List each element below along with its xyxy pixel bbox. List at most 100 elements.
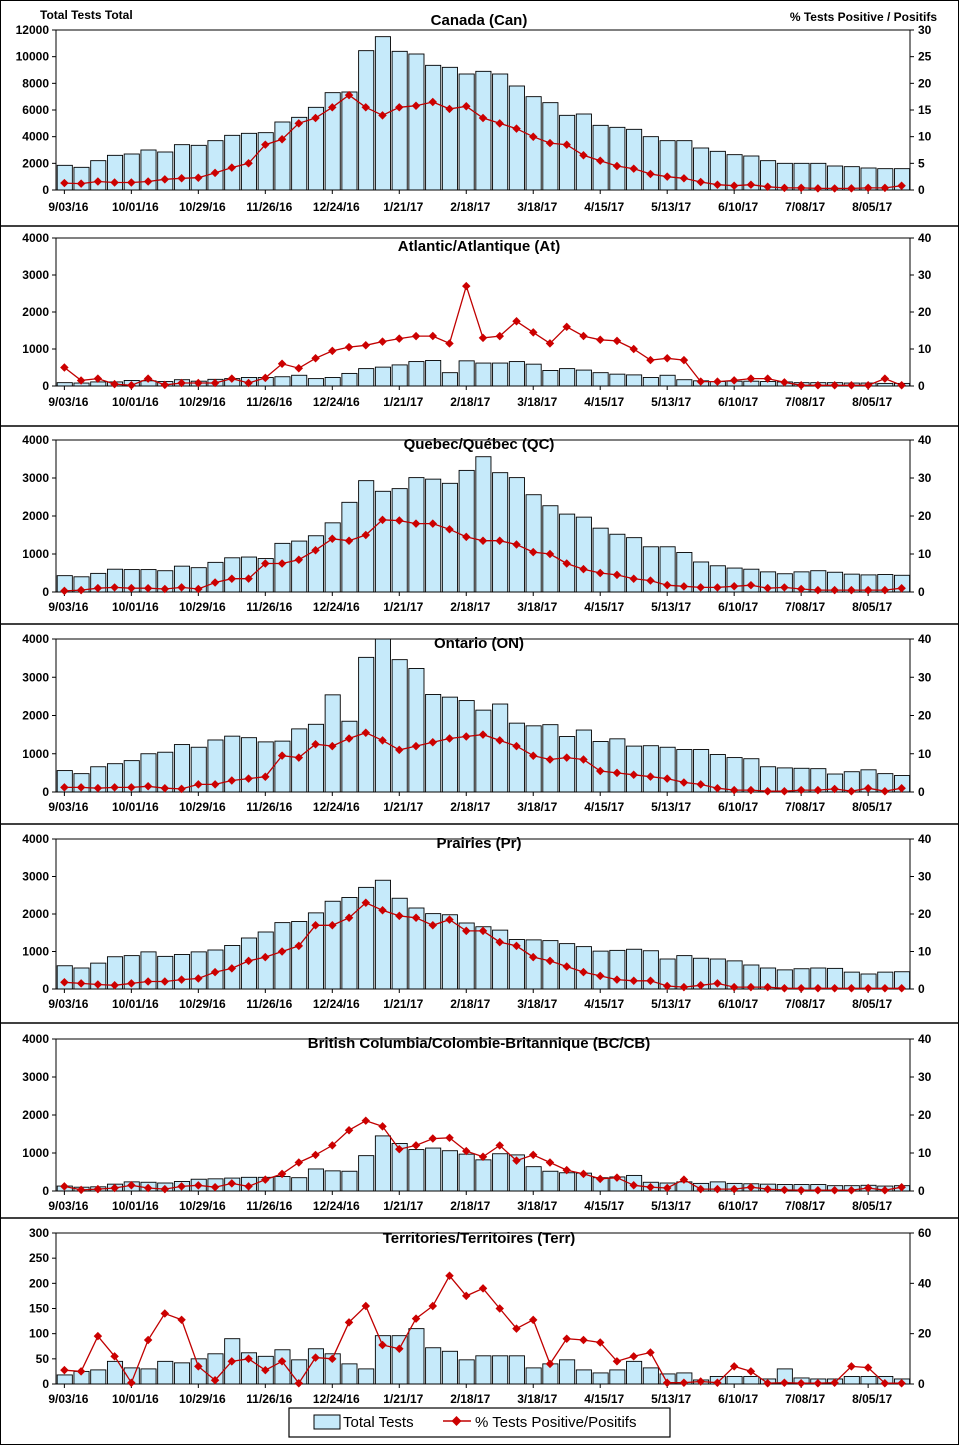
data-point xyxy=(93,783,103,793)
data-point xyxy=(462,281,471,291)
y2-tick-label: 15 xyxy=(918,103,932,117)
y2-tick-label: 20 xyxy=(918,709,932,723)
data-point xyxy=(227,964,237,973)
y-tick-label: 4000 xyxy=(22,433,49,447)
bar xyxy=(441,1350,458,1385)
y-tick-label: 3000 xyxy=(22,268,49,282)
bar xyxy=(525,1166,542,1192)
x-tick-label: 2/18/17 xyxy=(450,800,490,814)
data-point xyxy=(562,753,571,762)
bar xyxy=(408,668,425,793)
right-axis-header: % Tests Positive / Positifs xyxy=(790,10,937,24)
x-tick-label: 10/29/16 xyxy=(179,1392,226,1406)
data-point xyxy=(746,982,756,992)
x-tick-label: 11/26/16 xyxy=(246,1392,292,1406)
y2-tick-label: 0 xyxy=(918,785,925,799)
x-tick-label: 1/21/17 xyxy=(383,395,423,409)
x-tick-label: 6/10/17 xyxy=(718,997,758,1011)
bar xyxy=(475,709,492,793)
data-point xyxy=(344,342,354,352)
y-tick-label: 100 xyxy=(29,1327,49,1341)
x-tick-label: 7/08/17 xyxy=(785,800,825,814)
x-tick-label: 7/08/17 xyxy=(785,395,825,409)
x-tick-label: 9/03/16 xyxy=(48,600,88,614)
x-tick-label: 11/26/16 xyxy=(246,395,292,409)
bar xyxy=(425,360,442,387)
x-tick-label: 12/24/16 xyxy=(313,600,360,614)
y-tick-label: 3000 xyxy=(22,471,49,485)
legend-box xyxy=(288,1407,671,1438)
data-point xyxy=(579,1335,588,1345)
y2-tick-label: 20 xyxy=(918,76,932,90)
data-point xyxy=(478,333,488,343)
x-tick-label: 11/26/16 xyxy=(246,600,292,614)
bar xyxy=(224,134,241,191)
bar xyxy=(508,722,525,793)
bar xyxy=(559,1359,576,1385)
bar xyxy=(173,1362,191,1385)
chart-title: Canada (Can) xyxy=(431,12,528,29)
data-point xyxy=(143,1335,153,1345)
y2-tick-label: 20 xyxy=(918,509,932,523)
bar xyxy=(542,1170,559,1192)
bar xyxy=(458,73,475,191)
data-point xyxy=(880,585,890,595)
x-tick-label: 12/24/16 xyxy=(313,997,360,1011)
data-point xyxy=(746,1182,756,1192)
bar xyxy=(559,736,576,793)
data-point xyxy=(713,783,722,793)
data-point xyxy=(746,180,756,189)
y-tick-label: 0 xyxy=(42,785,49,799)
bar xyxy=(559,513,576,593)
data-point xyxy=(746,580,756,590)
y-tick-label: 0 xyxy=(42,982,49,996)
chart-panel: Quebec/Québec (QC) 0 1000 2000 3000 4000 0 10 20… xyxy=(22,433,931,614)
bar xyxy=(441,372,458,387)
data-point xyxy=(361,728,371,737)
y-tick-label: 0 xyxy=(42,1377,49,1391)
bar xyxy=(492,472,509,593)
bar xyxy=(207,140,224,191)
data-point xyxy=(411,913,421,923)
y2-tick-label: 10 xyxy=(918,547,932,561)
bar xyxy=(609,533,626,593)
data-point xyxy=(244,774,253,783)
data-point xyxy=(729,785,739,795)
x-tick-label: 4/15/17 xyxy=(584,1392,624,1406)
x-tick-label: 8/05/17 xyxy=(852,395,892,409)
y2-tick-label: 30 xyxy=(918,870,932,884)
bar xyxy=(240,737,257,793)
legend-line-label: % Tests Positive/Positifs xyxy=(475,1414,636,1431)
data-point xyxy=(177,1315,186,1325)
bar xyxy=(575,946,592,990)
bar-series xyxy=(56,638,911,793)
x-tick-label: 10/01/16 xyxy=(112,395,159,409)
data-point xyxy=(595,568,605,578)
x-tick-label: 12/24/16 xyxy=(313,395,360,409)
data-point xyxy=(562,1334,571,1343)
bar xyxy=(391,897,408,990)
data-point xyxy=(76,783,86,792)
data-point xyxy=(495,331,505,341)
data-point xyxy=(796,1378,806,1388)
bar xyxy=(391,488,408,593)
bar xyxy=(441,1150,458,1192)
data-point xyxy=(696,377,705,386)
bar xyxy=(173,144,191,191)
bar xyxy=(425,478,442,593)
data-point xyxy=(696,583,705,592)
y-tick-label: 2000 xyxy=(22,156,49,170)
data-point xyxy=(110,1183,119,1193)
y-tick-label: 3000 xyxy=(22,670,49,684)
x-tick-label: 10/01/16 xyxy=(112,800,159,814)
data-point xyxy=(93,1184,103,1194)
bar xyxy=(391,1335,408,1385)
bar xyxy=(542,505,559,593)
bar xyxy=(659,746,676,793)
data-point xyxy=(595,766,605,776)
y-tick-label: 250 xyxy=(29,1251,49,1265)
legend-marker-swatch xyxy=(451,1416,462,1426)
bar xyxy=(291,1177,308,1192)
data-point xyxy=(478,536,488,545)
bar xyxy=(676,379,693,387)
